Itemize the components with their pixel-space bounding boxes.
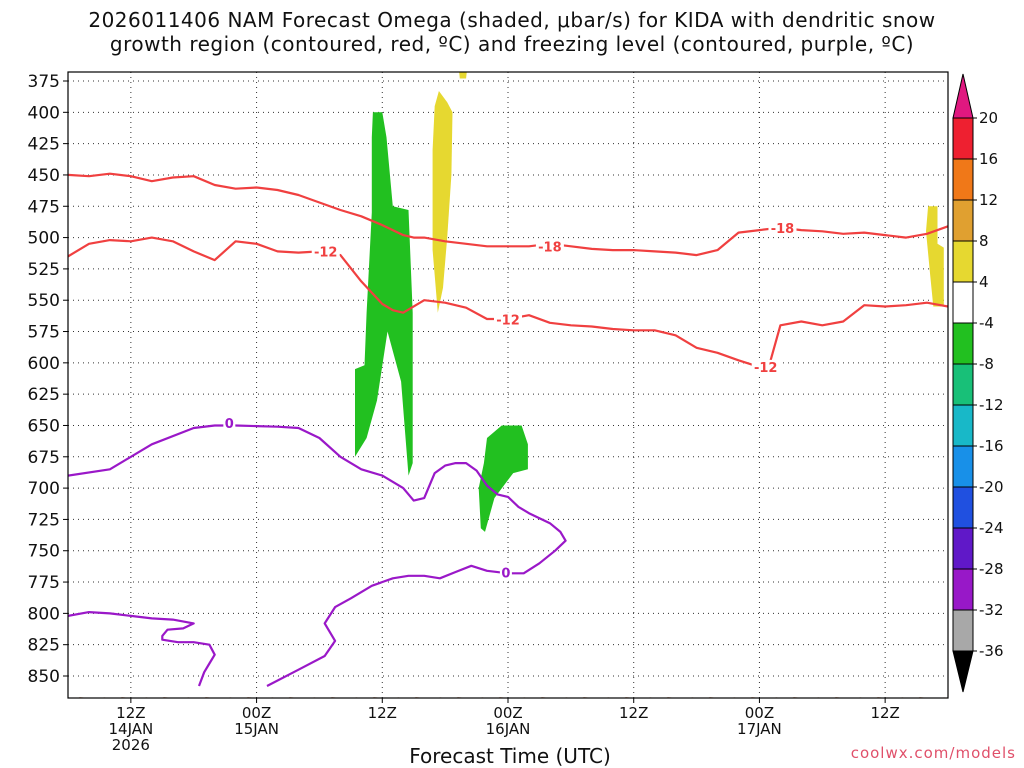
y-tick-label: 575	[28, 323, 60, 343]
colorbar-label: 20	[979, 109, 998, 127]
y-tick-label: 525	[28, 260, 60, 280]
contour-label-bg	[768, 220, 797, 236]
x-tick-label: 15JAN	[234, 720, 279, 738]
x-tick-label: 00Z	[745, 704, 774, 722]
zero-freezing-contour-lower	[68, 610, 216, 687]
colorbar-swatch	[952, 404, 974, 447]
colorbar-label: 16	[979, 150, 998, 168]
y-tick-label: 625	[28, 385, 60, 405]
contour-label: 0	[501, 566, 510, 581]
x-tick-label: 2026	[112, 736, 150, 754]
colorbar-swatch	[952, 117, 974, 160]
y-tick-label: 675	[28, 448, 60, 468]
colorbar-swatch	[952, 199, 974, 242]
contour-label-bg	[311, 244, 340, 260]
colorbar-label: 4	[979, 273, 989, 291]
contour-label-bg	[535, 239, 564, 255]
x-tick-label: 16JAN	[486, 720, 531, 738]
colorbar-label: -28	[979, 560, 1004, 578]
y-tick-label: 725	[28, 510, 60, 530]
contour-label: -12	[754, 361, 778, 376]
y-tick-label: 850	[28, 667, 60, 687]
y-tick-label: 800	[28, 604, 60, 624]
x-tick-label: 12Z	[619, 704, 648, 722]
y-tick-label: 825	[28, 636, 60, 656]
contour-label-bg	[499, 565, 512, 581]
colorbar-label: -16	[979, 437, 1004, 455]
green-omega-lower	[478, 425, 528, 532]
colorbar-under-arrow	[952, 650, 974, 693]
contour-label: -12	[496, 313, 520, 328]
x-tick-label: 14JAN	[108, 720, 153, 738]
y-tick-label: 750	[28, 542, 60, 562]
contour-label: -12	[314, 246, 338, 261]
contour-label-bg	[223, 416, 236, 432]
colorbar-label: -20	[979, 478, 1004, 496]
minus-12-contour	[68, 236, 948, 367]
y-tick-label: 600	[28, 354, 60, 374]
colorbar-label: 12	[979, 191, 998, 209]
y-tick-label: 650	[28, 416, 60, 436]
x-tick-label: 17JAN	[737, 720, 782, 738]
x-tick-label: 12Z	[368, 704, 397, 722]
yellow-omega-top	[459, 72, 467, 79]
colorbar-over-arrow	[952, 73, 974, 119]
colorbar-swatch	[952, 527, 974, 570]
y-tick-label: 775	[28, 573, 60, 593]
chart-title-line-2: growth region (contoured, red, ºC) and f…	[109, 32, 915, 56]
colorbar-label: -8	[979, 355, 994, 373]
colorbar-swatch	[952, 240, 974, 283]
contour-label: -18	[538, 241, 562, 256]
minus-18-contour	[68, 172, 948, 257]
yellow-omega-upper	[432, 91, 453, 313]
colorbar-label: 8	[979, 232, 989, 250]
yellow-omega-right	[926, 206, 944, 307]
contour-label: -18	[771, 222, 795, 237]
plot-frame	[67, 71, 949, 699]
y-tick-label: 700	[28, 479, 60, 499]
colorbar-swatch	[952, 363, 974, 406]
x-tick-label: 12Z	[870, 704, 899, 722]
zero-freezing-contour	[68, 424, 567, 687]
y-tick-label: 400	[28, 103, 60, 123]
colorbar-swatch	[952, 609, 974, 652]
y-tick-label: 425	[28, 135, 60, 155]
x-tick-label: 00Z	[493, 704, 522, 722]
contour-label-bg	[751, 359, 780, 375]
colorbar-swatch	[952, 445, 974, 488]
colorbar-swatch	[952, 322, 974, 365]
colorbar-label: -12	[979, 396, 1004, 414]
site-credit: coolwx.com/models	[850, 744, 1016, 762]
colorbar-swatch	[952, 281, 974, 324]
chart-title-line-1: 2026011406 NAM Forecast Omega (shaded, μ…	[88, 8, 936, 32]
x-axis-title: Forecast Time (UTC)	[409, 744, 611, 768]
contour-label-bg	[494, 312, 522, 328]
y-tick-label: 375	[28, 72, 60, 92]
colorbar-label: -32	[979, 601, 1004, 619]
colorbar-swatch	[952, 486, 974, 529]
x-tick-label: 00Z	[242, 704, 271, 722]
y-tick-label: 550	[28, 291, 60, 311]
y-tick-label: 475	[28, 197, 60, 217]
colorbar-label: -36	[979, 642, 1004, 660]
colorbar-swatch	[952, 568, 974, 611]
colorbar-label: -4	[979, 314, 994, 332]
plot-area	[68, 72, 948, 698]
y-tick-label: 500	[28, 229, 60, 249]
green-omega-core	[355, 112, 413, 476]
y-tick-label: 450	[28, 166, 60, 186]
colorbar-label: -24	[979, 519, 1004, 537]
contour-label: 0	[225, 417, 234, 432]
x-tick-label: 12Z	[116, 704, 145, 722]
colorbar-swatch	[952, 158, 974, 201]
